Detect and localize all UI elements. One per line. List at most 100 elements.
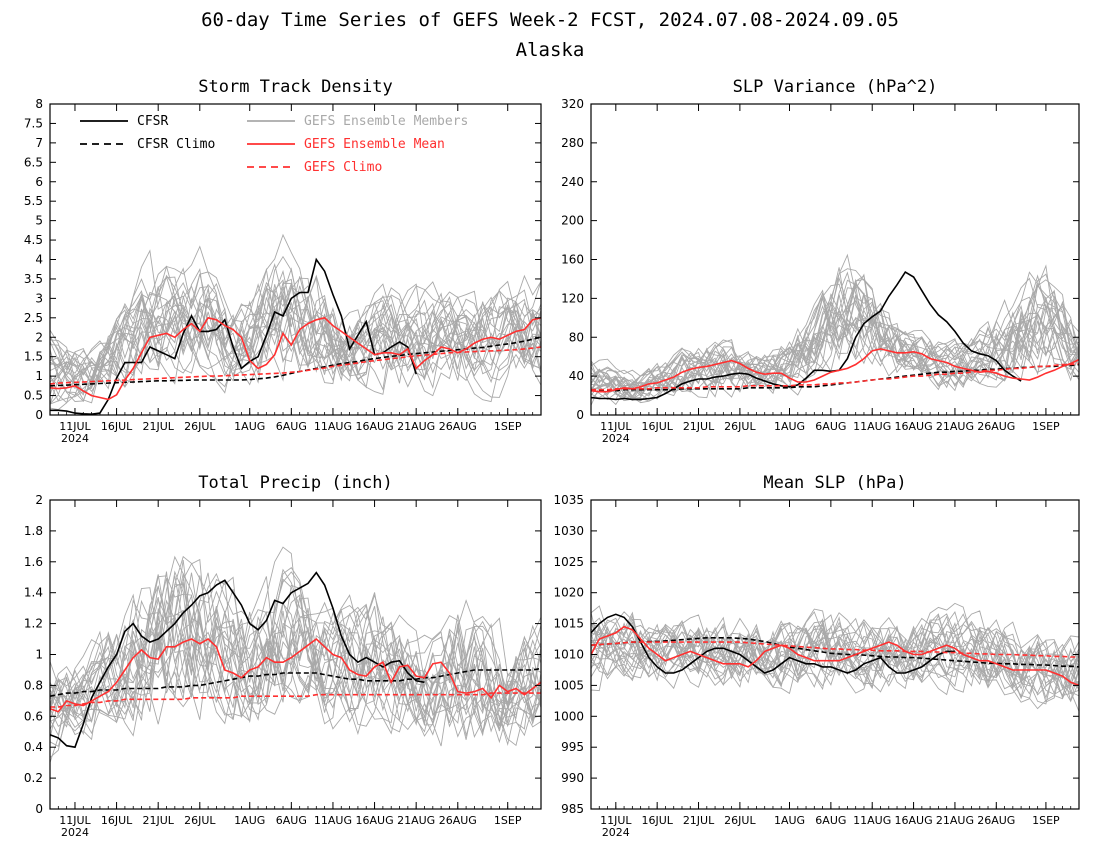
series-cfsr-climo <box>590 636 1080 668</box>
x-tick-label: 21AUG <box>936 814 974 827</box>
ensemble-member-line <box>49 289 542 411</box>
ensemble-member-line <box>590 305 1080 397</box>
x-tick-label: 6AUG <box>815 814 846 827</box>
legend-label-cfsr-climo: CFSR Climo <box>137 137 215 152</box>
y-tick-label: 990 <box>561 771 584 785</box>
ensemble-member-line <box>49 581 542 747</box>
y-tick-label: 1025 <box>553 555 584 569</box>
y-tick-label: 0.2 <box>24 771 43 785</box>
x-tick-label: 11AUG <box>853 814 891 827</box>
y-tick-label: 0.4 <box>24 740 43 754</box>
panel-storm-track-density: Storm Track Density 0 0.5 1 1.5 2 2.5 3 3.5 4 4.5 5… <box>24 77 542 445</box>
y-tick-label: 985 <box>561 802 584 816</box>
ensemble-member-line <box>590 613 1080 712</box>
ensemble-member-line <box>590 617 1080 687</box>
ensemble-member-line <box>590 613 1080 690</box>
ensemble-member-line <box>590 610 1080 680</box>
y-tick-label: 2.5 <box>24 311 43 325</box>
panel-title: SLP Variance (hPa^2) <box>733 77 938 97</box>
x-tick-label: 26JUL <box>184 814 216 827</box>
x-tick-label: 1SEP <box>1032 420 1060 433</box>
x-tick-label: 26AUG <box>977 814 1015 827</box>
y-tick-label: 3.5 <box>24 272 43 286</box>
x-tick-label: 16AUG <box>895 420 933 433</box>
y-tick-label: 160 <box>561 253 584 267</box>
x-tick-label: 11JUL <box>59 814 91 827</box>
x-tick-label: 11JUL <box>600 420 632 433</box>
ensemble-member-line <box>49 263 542 405</box>
series-cfsr <box>590 613 955 674</box>
ensemble-member-line <box>49 576 542 740</box>
y-tick-label: 1000 <box>553 709 584 723</box>
y-tick-label: 1 <box>35 369 43 383</box>
ensemble-member-line <box>591 620 1080 703</box>
x-tick-label: 1AUG <box>774 814 805 827</box>
ensemble-member-line <box>49 567 542 737</box>
x-year-label: 2024 <box>602 826 630 839</box>
series-cfsr-climo <box>49 336 542 387</box>
series-gefs-climo <box>590 641 1079 658</box>
series-gefs-climo <box>49 346 542 385</box>
x-tick-label: 16JUL <box>641 420 673 433</box>
y-tick-label: 280 <box>561 136 584 150</box>
panels: Storm Track Density 0 0.5 1 1.5 2 2.5 3 3.5 4 4.5 5… <box>24 77 1080 839</box>
ensemble-member-line <box>49 571 542 739</box>
x-tick-label: 16JUL <box>101 420 133 433</box>
y-tick-label: 5.5 <box>24 194 43 208</box>
ensemble-member-line <box>49 570 542 727</box>
ensemble-member-line <box>49 274 542 389</box>
ensemble-member-line <box>49 277 542 390</box>
y-tick-label: 1010 <box>553 648 584 662</box>
x-tick-label: 1AUG <box>234 814 265 827</box>
x-tick-label: 6AUG <box>276 814 307 827</box>
ensemble-member-line <box>49 575 542 728</box>
legend-label-gefs-climo: GEFS Climo <box>304 160 382 175</box>
x-tick-label: 21AUG <box>397 420 435 433</box>
x-tick-label: 16AUG <box>356 420 394 433</box>
ensemble-member-line <box>49 289 542 396</box>
y-tick-label: 1.4 <box>24 586 43 600</box>
x-tick-label: 1AUG <box>774 420 805 433</box>
x-tick-label: 26AUG <box>439 814 477 827</box>
x-tick-label: 21JUL <box>142 814 174 827</box>
ensemble-members <box>590 253 1080 406</box>
ensemble-member-line <box>590 274 1080 395</box>
y-tick-label: 2 <box>35 493 43 507</box>
x-tick-label: 21AUG <box>936 420 974 433</box>
x-tick-label: 1SEP <box>494 420 522 433</box>
x-tick-label: 1SEP <box>1032 814 1060 827</box>
ensemble-member-line <box>590 253 1080 400</box>
y-tick-label: 0 <box>35 802 43 816</box>
panel-slp-variance-hpa-2: SLP Variance (hPa^2) 0 40 80 120 160 200 240 280… <box>561 77 1080 445</box>
ensemble-member-line <box>49 274 542 402</box>
ensemble-member-line <box>49 267 542 386</box>
panel-title: Mean SLP (hPa) <box>763 473 906 493</box>
y-tick-label: 80 <box>569 330 584 344</box>
ensemble-member-line <box>49 572 542 758</box>
series-gefs-climo <box>50 692 541 708</box>
ensemble-member-line <box>590 276 1080 398</box>
series-cfsr <box>590 271 1022 401</box>
y-tick-label: 995 <box>561 740 584 754</box>
x-tick-label: 21JUL <box>683 814 715 827</box>
y-tick-label: 0.6 <box>24 709 43 723</box>
series-gefs-ensemble-mean <box>590 625 1080 687</box>
ensemble-member-line <box>590 264 1080 399</box>
series-gefs-ensemble-mean <box>590 348 1080 393</box>
y-tick-label: 0.8 <box>24 678 43 692</box>
ensemble-member-line <box>49 593 542 735</box>
y-tick-label: 1.5 <box>24 350 43 364</box>
ensemble-member-line <box>49 572 542 747</box>
ensemble-member-line <box>49 598 542 732</box>
x-year-label: 2024 <box>602 432 630 445</box>
x-tick-label: 11AUG <box>314 420 352 433</box>
ensemble-member-line <box>49 274 542 405</box>
ensemble-member-line <box>590 271 1080 400</box>
x-tick-label: 16AUG <box>895 814 933 827</box>
y-tick-label: 8 <box>35 97 43 111</box>
y-tick-label: 0 <box>35 408 43 422</box>
x-tick-label: 26AUG <box>977 420 1015 433</box>
y-tick-label: 1035 <box>553 493 584 507</box>
series-cfsr-climo <box>49 667 542 697</box>
